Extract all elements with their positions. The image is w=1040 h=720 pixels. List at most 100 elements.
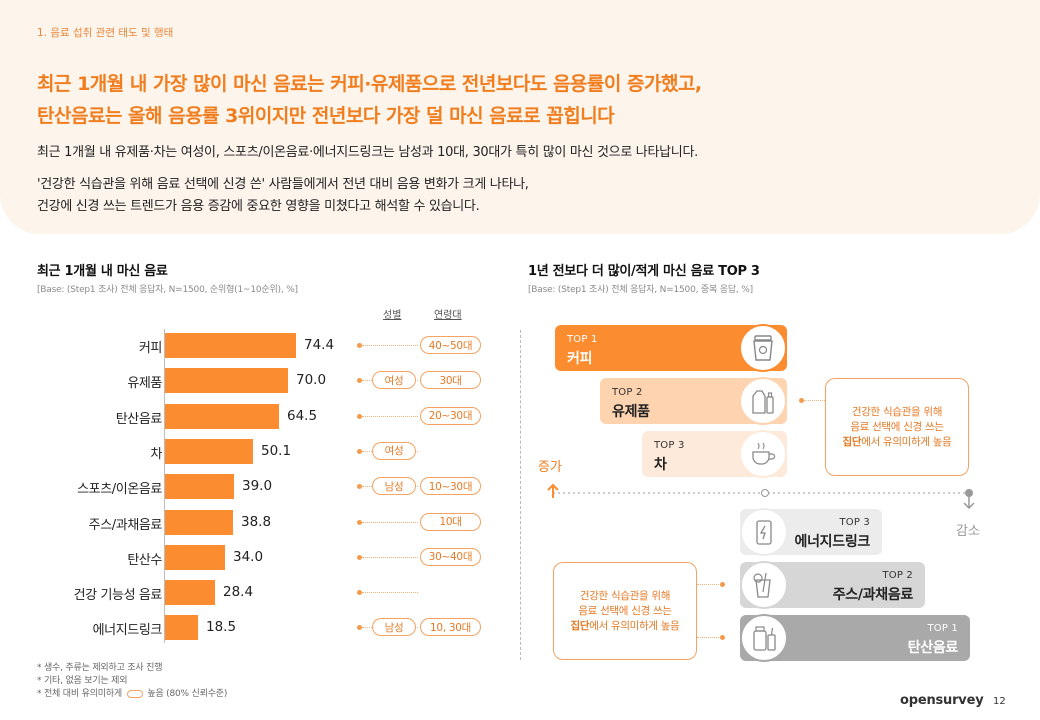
change-axis xyxy=(547,483,975,510)
chart-divider xyxy=(520,330,521,660)
headline-line-2: 탄산음료는 올해 음용률 3위이지만 전년보다 가장 덜 마신 음료로 꼽힙니다 xyxy=(37,105,615,127)
significance-legend-icon xyxy=(126,689,143,698)
bar-label: 탄산음료 xyxy=(115,411,163,427)
bar-label: 에너지드링크 xyxy=(92,623,163,639)
row-connector-line xyxy=(362,345,418,346)
energy-drink-icon xyxy=(740,508,788,556)
card-name: 커피 xyxy=(567,351,593,367)
age-column-header: 연령대 xyxy=(434,310,462,321)
gender-pill: 남성 xyxy=(372,618,416,637)
decrease-top3-card: TOP 3 에너지드링크 xyxy=(740,508,882,556)
note-connector-line xyxy=(804,400,825,401)
row-connector-dot xyxy=(357,590,362,596)
bar xyxy=(165,403,279,429)
note-line: 집단에서 유의미하게 높음 xyxy=(570,619,679,634)
age-pill: 30~40대 xyxy=(420,547,481,566)
bar-value-label: 64.5 xyxy=(287,407,318,424)
note-line: 음료 선택에 신경 쓰는 xyxy=(578,604,672,617)
card-rank: TOP 2 xyxy=(612,387,643,398)
brand-logo: opensurvey xyxy=(900,693,984,708)
footnote-3: * 전체 대비 유의미하게 높음 (80% 신뢰수준) xyxy=(37,686,227,699)
row-connector-dot xyxy=(357,625,362,631)
note-connector-line xyxy=(697,637,721,638)
coffee-cup-icon xyxy=(739,324,787,372)
card-name: 에너지드링크 xyxy=(794,534,871,550)
row-connector-line xyxy=(362,521,418,523)
row-connector-dot xyxy=(357,519,362,525)
note-line: 음료 선택에 신경 쓰는 xyxy=(850,420,944,433)
bar-label: 차 xyxy=(150,446,162,462)
bar xyxy=(165,615,198,641)
bar xyxy=(165,580,215,606)
hero-banner xyxy=(0,0,1040,234)
headline-line-1: 최근 1개월 내 가장 많이 마신 음료는 커피·유제품으로 전년보다도 음용률… xyxy=(37,73,702,95)
headline: 최근 1개월 내 가장 많이 마신 음료는 커피·유제품으로 전년보다도 음용률… xyxy=(37,68,702,132)
footnote-3-pre: * 전체 대비 유의미하게 xyxy=(37,689,123,699)
increase-label: 증가 xyxy=(538,460,562,475)
note-bold: 집단 xyxy=(842,435,862,448)
row-connector-dot xyxy=(357,343,362,348)
juice-glass-icon xyxy=(740,561,788,609)
bar-label: 커피 xyxy=(138,341,163,356)
row-connector-dot xyxy=(357,378,362,384)
bar-chart-axis xyxy=(164,329,165,643)
bar-value-label: 70.0 xyxy=(296,372,327,389)
row-connector-line xyxy=(362,415,418,417)
card-name: 탄산음료 xyxy=(907,640,959,656)
age-pill: 30대 xyxy=(420,371,481,390)
row-connector-line xyxy=(362,592,418,594)
increase-top3-card: TOP 3 차 xyxy=(642,430,787,478)
note-tail: 에서 유의미하게 높음 xyxy=(589,619,680,632)
note-line: 건강한 식습관을 위해 xyxy=(579,589,671,602)
bar-value-label: 18.5 xyxy=(206,619,237,636)
right-chart-base: [Base: (Step1 조사) 전체 응답자, N=1500, 중복 응답,… xyxy=(528,285,753,295)
row-connector-line xyxy=(362,556,418,558)
card-rank: TOP 1 xyxy=(567,334,598,345)
increase-note-box: 건강한 식습관을 위해 음료 선택에 신경 쓰는 집단에서 유의미하게 높음 xyxy=(825,378,969,476)
card-name: 유제품 xyxy=(612,404,650,420)
description-paragraph-2: '건강한 식습관을 위해 음료 선택에 신경 쓴' 사람들에게서 전년 대비 음… xyxy=(37,174,529,218)
bar-label: 유제품 xyxy=(127,376,162,392)
note-connector-dot xyxy=(720,635,725,640)
left-chart-base: [Base: (Step1 조사) 전체 응답자, N=1500, 순위형(1~… xyxy=(37,285,298,295)
gender-pill: 여성 xyxy=(372,441,416,460)
row-connector-dot xyxy=(357,554,362,560)
page-number: 12 xyxy=(993,696,1006,707)
note-connector-line xyxy=(697,584,721,585)
gender-pill: 남성 xyxy=(372,477,416,496)
footnote-3-post: 높음 (80% 신뢰수준) xyxy=(147,689,228,699)
note-connector-dot xyxy=(799,398,804,403)
age-pill: 10~30대 xyxy=(420,477,481,496)
bar-value-label: 38.8 xyxy=(241,513,272,530)
note-tail: 에서 유의미하게 높음 xyxy=(861,435,952,448)
description-line-2: 건강에 신경 쓰는 트렌드가 음용 증감에 중요한 영향을 미쳤다고 해석할 수… xyxy=(37,199,480,214)
decrease-top1-card: TOP 1 탄산음료 xyxy=(740,614,970,662)
milk-bottles-icon xyxy=(739,377,787,425)
increase-top1-card: TOP 1 커피 xyxy=(555,324,787,372)
right-chart-title: 1년 전보다 더 많이/적게 마신 음료 TOP 3 xyxy=(528,264,760,279)
bar-value-label: 34.0 xyxy=(233,548,264,565)
note-bold: 집단 xyxy=(570,619,590,632)
bar xyxy=(165,438,253,464)
bar-label: 탄산수 xyxy=(127,552,162,568)
bar-value-label: 28.4 xyxy=(223,584,254,601)
card-rank: TOP 3 xyxy=(839,517,870,528)
bar xyxy=(165,474,234,500)
decrease-label: 감소 xyxy=(956,524,980,539)
section-label: 1. 음료 섭취 관련 태도 및 행태 xyxy=(37,27,174,39)
note-line: 건강한 식습관을 위해 xyxy=(851,405,943,418)
bar-value-label: 39.0 xyxy=(242,478,273,495)
row-connector-dot xyxy=(357,484,362,490)
bar-label: 스포츠/이온음료 xyxy=(77,482,162,498)
increase-top2-card: TOP 2 유제품 xyxy=(600,377,787,425)
gender-pill: 여성 xyxy=(372,371,416,390)
bar xyxy=(165,368,288,394)
card-rank: TOP 1 xyxy=(927,623,958,634)
age-pill: 40~50대 xyxy=(420,336,481,354)
card-name: 주스/과채음료 xyxy=(832,587,914,603)
bar xyxy=(165,544,225,570)
decrease-note-box: 건강한 식습관을 위해 음료 선택에 신경 쓰는 집단에서 유의미하게 높음 xyxy=(553,562,697,660)
left-chart-title: 최근 1개월 내 마신 음료 xyxy=(37,264,168,279)
gender-column-header: 성별 xyxy=(383,310,402,321)
bar-value-label: 50.1 xyxy=(261,442,292,459)
